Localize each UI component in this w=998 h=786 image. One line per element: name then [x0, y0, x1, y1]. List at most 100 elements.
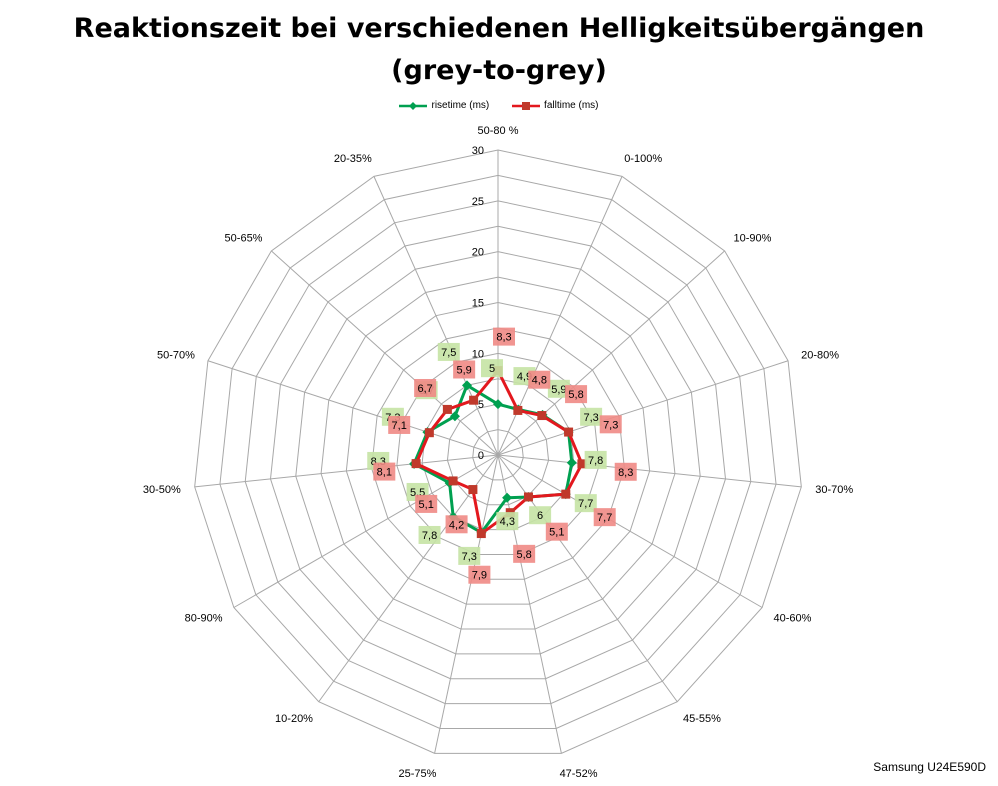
legend-risetime-swatch — [399, 101, 428, 110]
grid-spoke — [207, 360, 499, 456]
data-label: 5,9 — [456, 364, 471, 376]
radar-grid — [194, 149, 802, 754]
data-label-bg — [453, 360, 476, 379]
category-label: 80-90% — [185, 613, 223, 625]
data-point — [577, 459, 587, 469]
category-label: 20-35% — [334, 153, 372, 165]
data-label: 5,1 — [419, 499, 434, 511]
legend-risetime-label: risetime (ms) — [431, 100, 490, 111]
category-label: 30-50% — [143, 484, 181, 496]
grid-spoke — [373, 176, 499, 456]
data-label: 7,1 — [392, 420, 407, 432]
r-tick-label: 20 — [472, 247, 484, 259]
category-label: 50-65% — [225, 233, 263, 245]
data-point — [493, 399, 503, 410]
data-label: 7,3 — [462, 551, 477, 563]
data-point — [424, 428, 434, 438]
grid-spoke — [497, 360, 789, 456]
data-point — [442, 404, 452, 414]
data-point — [513, 405, 523, 415]
data-label: 8,1 — [377, 467, 392, 479]
data-label: 5 — [489, 363, 495, 375]
grid-spoke — [497, 454, 763, 608]
data-point — [502, 492, 513, 503]
category-label: 10-20% — [275, 713, 313, 725]
data-label: 7,3 — [603, 419, 618, 431]
labels-falltime: 8,34,85,87,38,37,75,15,87,94,25,18,17,16… — [373, 327, 637, 584]
r-tick-label: 10 — [472, 348, 484, 360]
data-point — [476, 529, 486, 539]
data-label-bg — [418, 525, 441, 544]
grid-ring — [244, 200, 752, 705]
series-line — [414, 369, 584, 536]
category-label: 50-70% — [157, 350, 195, 362]
data-label-bg — [496, 512, 519, 531]
chart-title-line-1: Reaktionszeit bei verschiedenen Helligke… — [73, 13, 925, 44]
data-label: 7,8 — [588, 455, 603, 467]
data-label-bg — [614, 462, 637, 481]
data-label: 5,8 — [517, 549, 532, 561]
legend-falltime-swatch — [512, 101, 541, 110]
data-label-bg — [593, 508, 616, 527]
data-point — [561, 489, 571, 499]
data-label: 5,1 — [549, 527, 564, 539]
data-label: 6 — [537, 510, 543, 522]
grid-ring — [446, 403, 550, 506]
data-point — [461, 380, 472, 391]
data-label: 7,5 — [441, 347, 456, 359]
data-label-bg — [493, 327, 515, 346]
r-tick-label: 15 — [472, 298, 484, 310]
r-tick-label: 0 — [478, 450, 484, 462]
data-label: 6,7 — [417, 383, 432, 395]
grid-spoke — [194, 454, 499, 488]
chart-title-line-2: (grey-to-grey) — [391, 55, 607, 86]
data-label: 5,9 — [551, 384, 566, 396]
data-label: 8,3 — [496, 332, 511, 344]
footer-note: Samsung U24E590D — [873, 760, 986, 774]
grid-ring — [371, 327, 625, 580]
data-label-bg — [599, 415, 622, 434]
legend-item-risetime: risetime (ms) — [399, 100, 489, 111]
category-label: 47-52% — [560, 768, 598, 780]
data-label-bg — [414, 378, 437, 397]
grid-spoke — [497, 250, 725, 456]
grid-spoke — [271, 250, 499, 456]
r-tick-label: 25 — [472, 196, 484, 208]
data-label: 8,3 — [618, 467, 633, 479]
data-label-bg — [545, 522, 568, 541]
data-label-bg — [415, 494, 438, 513]
data-label-bg — [373, 462, 396, 481]
legend-falltime-label: falltime (ms) — [544, 100, 599, 111]
data-label-bg — [481, 359, 503, 378]
grid-ring — [472, 429, 524, 481]
grid-spoke — [497, 454, 678, 703]
data-point — [469, 395, 479, 405]
data-label-bg — [547, 379, 570, 398]
chart-title: Reaktionszeit bei verschiedenen Helligke… — [0, 8, 998, 92]
data-label-bg — [529, 506, 552, 525]
data-label: 4,3 — [500, 516, 515, 528]
data-label-bg — [528, 370, 551, 389]
data-label: 4,9 — [517, 371, 532, 383]
grid-ring — [219, 174, 777, 729]
data-label-bg — [580, 407, 603, 426]
data-label: 5,8 — [568, 389, 583, 401]
data-point — [468, 485, 478, 495]
data-label-bg — [388, 415, 411, 434]
category-label: 25-75% — [399, 768, 437, 780]
data-label-bg — [565, 385, 588, 404]
data-label-bg — [513, 544, 536, 563]
data-label: 4,8 — [532, 375, 547, 387]
grid-ring — [345, 301, 651, 605]
grid-ring — [194, 149, 802, 754]
data-label: 4,2 — [449, 519, 464, 531]
data-label-bg — [445, 515, 468, 534]
category-label: 20-80% — [801, 350, 839, 362]
data-label: 7,3 — [583, 412, 598, 424]
category-label: 45-55% — [683, 713, 721, 725]
data-label: 7,9 — [472, 570, 487, 582]
legend: risetime (ms) falltime (ms) — [0, 100, 998, 114]
data-label: 7,7 — [578, 498, 593, 510]
data-point — [449, 411, 460, 422]
